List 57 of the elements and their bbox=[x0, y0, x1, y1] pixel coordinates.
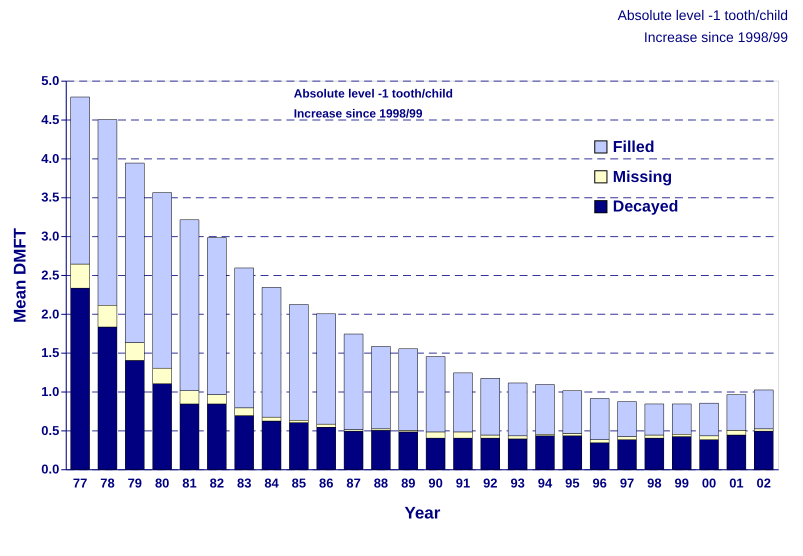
legend-label: Missing bbox=[612, 168, 672, 186]
bar bbox=[672, 404, 692, 435]
bar bbox=[508, 382, 528, 436]
x-tick-label: 90 bbox=[428, 476, 443, 491]
y-tick-label: 5.0 bbox=[41, 73, 60, 88]
x-tick-label: 94 bbox=[538, 476, 553, 491]
x-tick-label: 01 bbox=[729, 476, 744, 491]
x-tick-label: 82 bbox=[210, 476, 224, 491]
x-tick-label: 85 bbox=[292, 476, 306, 491]
y-tick-label: 2.5 bbox=[41, 267, 60, 282]
y-tick-label: 1.0 bbox=[41, 384, 60, 400]
x-tick-label: 89 bbox=[401, 476, 416, 491]
x-tick-label: 02 bbox=[756, 476, 771, 491]
x-tick-label: 87 bbox=[346, 476, 361, 491]
y-tick-label: 4.0 bbox=[41, 150, 60, 166]
x-tick-label: 95 bbox=[565, 476, 580, 491]
x-tick-label: 80 bbox=[154, 476, 170, 491]
legend-label: Decayed bbox=[612, 198, 678, 216]
bar bbox=[289, 304, 309, 421]
y-tick-label: 0.5 bbox=[41, 422, 60, 438]
x-tick-label: 98 bbox=[647, 476, 662, 491]
legend-label: Filled bbox=[612, 138, 654, 156]
bar bbox=[398, 348, 418, 431]
x-tick-label: 79 bbox=[128, 476, 142, 491]
x-tick-label: 91 bbox=[456, 476, 470, 491]
x-tick-label: 77 bbox=[72, 476, 88, 491]
x-tick-label: 97 bbox=[620, 476, 634, 491]
bar bbox=[562, 390, 582, 434]
bar bbox=[754, 390, 774, 430]
y-tick-label: 2.0 bbox=[41, 306, 60, 322]
bar bbox=[262, 287, 282, 418]
y-tick-label: 1.5 bbox=[41, 345, 60, 360]
x-tick-label: 88 bbox=[374, 476, 388, 491]
x-axis-title: Year bbox=[404, 504, 441, 523]
x-tick-label: 99 bbox=[674, 476, 689, 491]
bar bbox=[617, 401, 637, 437]
annotation: Absolute level -1 tooth/child Increase since 1998/99 bbox=[294, 86, 453, 121]
y-tick-label: 4.5 bbox=[41, 112, 60, 128]
x-tick-label: 00 bbox=[702, 476, 716, 491]
y-tick-label: 3.5 bbox=[41, 190, 60, 205]
text: Absolute level -1 tooth/child Increase since 1998/99 bbox=[618, 6, 788, 45]
bar bbox=[480, 378, 500, 436]
x-tick-label: 83 bbox=[236, 476, 252, 491]
y-tick-label: 0.0 bbox=[41, 462, 60, 477]
y-axis-title: Mean DMFT bbox=[10, 227, 30, 323]
x-tick-label: 86 bbox=[319, 476, 334, 491]
bar bbox=[590, 398, 610, 440]
bar bbox=[316, 314, 336, 424]
x-tick-label: 96 bbox=[592, 476, 607, 491]
y-tick-label: 3.0 bbox=[41, 228, 60, 244]
x-tick-label: 78 bbox=[100, 476, 115, 491]
bar bbox=[644, 404, 664, 436]
bar bbox=[699, 402, 719, 436]
x-tick-label: 81 bbox=[182, 476, 197, 491]
x-tick-label: 84 bbox=[264, 476, 280, 491]
x-tick-label: 92 bbox=[483, 476, 498, 491]
x-tick-label: 93 bbox=[510, 476, 525, 491]
